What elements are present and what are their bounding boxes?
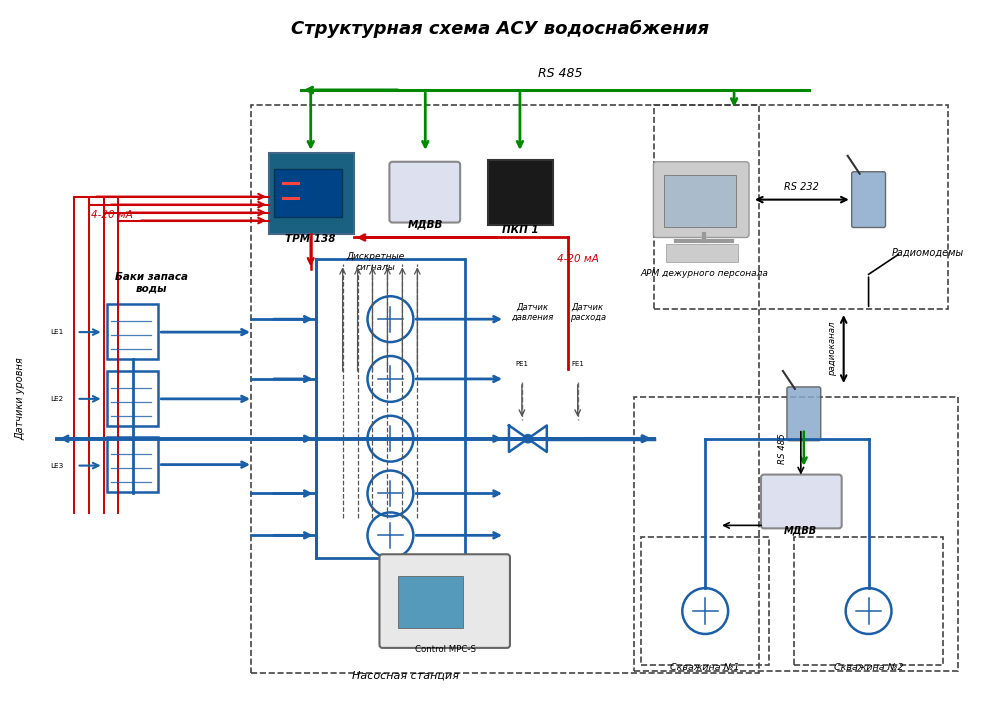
Text: Датчики уровня: Датчики уровня [15, 358, 25, 440]
Text: Скважина №2: Скважина №2 [834, 663, 903, 672]
FancyBboxPatch shape [269, 153, 354, 235]
Bar [664, 174, 736, 227]
Text: ТРМ 138: ТРМ 138 [285, 235, 336, 245]
Bar [274, 169, 342, 216]
Text: LE3: LE3 [50, 463, 63, 468]
Text: радиоканал: радиоканал [828, 321, 837, 376]
Bar [666, 245, 738, 262]
Text: Датчик
давления: Датчик давления [511, 303, 553, 322]
Text: Насосная станция: Насосная станция [352, 671, 459, 681]
Circle shape [504, 346, 540, 382]
Circle shape [37, 379, 77, 418]
Text: RS 232: RS 232 [784, 182, 819, 192]
Bar [107, 437, 158, 492]
Text: Датчик
расхода: Датчик расхода [570, 303, 606, 322]
Text: Баки запаса
воды: Баки запаса воды [115, 272, 188, 293]
Text: АРМ дежурного персонала: АРМ дежурного персонала [640, 269, 768, 278]
FancyBboxPatch shape [787, 387, 821, 441]
FancyBboxPatch shape [653, 161, 749, 237]
Text: RS 485: RS 485 [538, 67, 582, 80]
Circle shape [560, 346, 596, 382]
Text: 4-20 мА: 4-20 мА [91, 209, 132, 219]
Text: LE2: LE2 [50, 396, 63, 402]
Text: 4-20 мА: 4-20 мА [557, 254, 599, 264]
Text: Скважина №1: Скважина №1 [670, 663, 740, 672]
Text: FE1: FE1 [571, 361, 584, 367]
FancyBboxPatch shape [852, 172, 886, 227]
Bar [398, 576, 463, 628]
Text: ПКП 1: ПКП 1 [502, 224, 538, 235]
Circle shape [37, 446, 77, 486]
FancyBboxPatch shape [488, 160, 553, 224]
Text: Структурная схема АСУ водоснабжения: Структурная схема АСУ водоснабжения [291, 20, 709, 38]
Text: МДВВ: МДВВ [784, 526, 817, 535]
Text: LE1: LE1 [50, 329, 63, 335]
Text: PE1: PE1 [515, 361, 528, 367]
Circle shape [524, 434, 532, 443]
Text: Радиомодемы: Радиомодемы [892, 248, 964, 258]
Bar [107, 304, 158, 359]
FancyBboxPatch shape [379, 555, 510, 648]
Text: Control MPC-S: Control MPC-S [415, 645, 476, 654]
Bar [107, 371, 158, 426]
Text: Дискретные
сигналы: Дискретные сигналы [346, 253, 405, 272]
Text: RS 485: RS 485 [778, 433, 787, 464]
FancyBboxPatch shape [389, 161, 460, 222]
FancyBboxPatch shape [761, 474, 842, 529]
Text: МДВВ: МДВВ [408, 219, 443, 230]
Circle shape [37, 312, 77, 352]
